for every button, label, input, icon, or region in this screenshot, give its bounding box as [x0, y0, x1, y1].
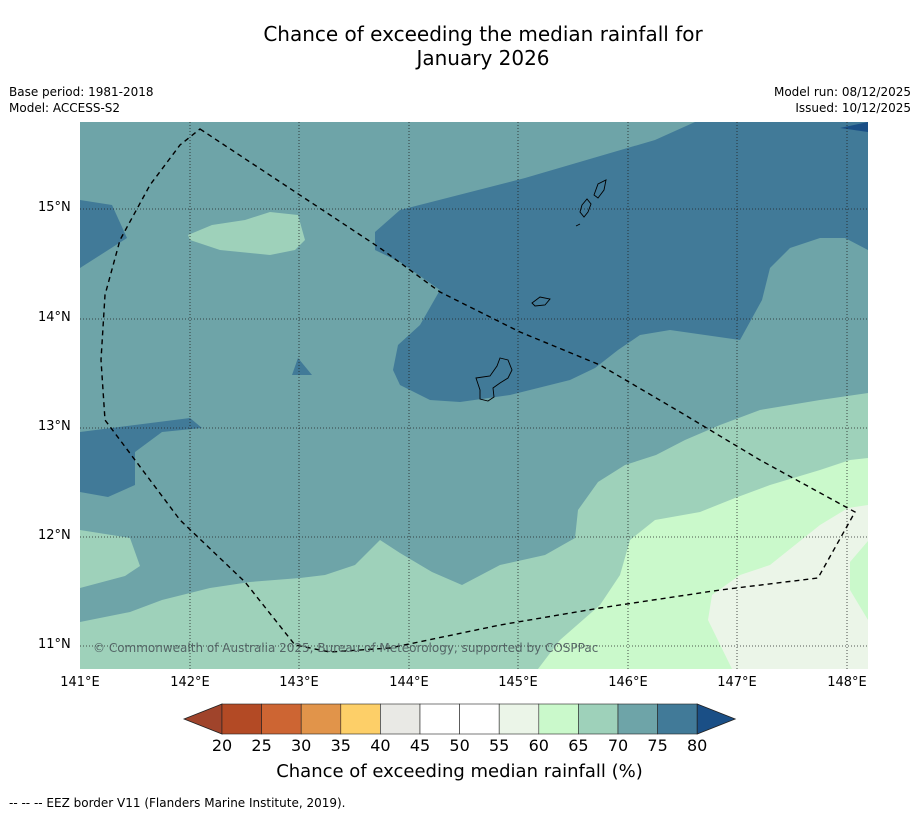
islands	[475, 179, 607, 402]
lat-label-12n: 12°N	[38, 528, 71, 543]
colorbar-swatch	[498, 703, 540, 735]
lon-label-148e: 148°E	[827, 675, 867, 690]
colorbar-swatch	[657, 703, 698, 735]
colorbar-tick-label: 40	[370, 736, 391, 755]
colorbar-tick-label: 30	[291, 736, 312, 755]
island-guam	[475, 357, 513, 402]
colorbar-over-arrow	[696, 703, 737, 735]
meta-right: Model run: 08/12/2025 Issued: 10/12/2025	[774, 84, 911, 116]
contour-75-80-southwest	[80, 418, 202, 497]
eez-footnote: -- -- -- EEZ border V11 (Flanders Marine…	[9, 796, 346, 810]
lat-label-11n: 11°N	[38, 637, 71, 652]
lon-label-141e: 141°E	[60, 675, 100, 690]
model-run-text: Model run: 08/12/2025	[773, 85, 911, 99]
island-rota	[531, 296, 551, 307]
lat-label-14n: 14°N	[38, 310, 71, 325]
colorbar-swatch	[380, 703, 421, 735]
contour-55-60	[708, 505, 868, 669]
contour-75-80-north	[375, 122, 868, 402]
map-title: Chance of exceeding the median rainfall …	[0, 22, 919, 70]
island-aguijan	[575, 223, 581, 227]
colorbar-swatch	[340, 703, 381, 735]
meta-left: Base period: 1981-2018 Model: ACCESS-S2	[9, 84, 154, 116]
colorbar-title: Chance of exceeding median rainfall (%)	[276, 761, 643, 782]
colorbar-swatch	[300, 703, 342, 735]
lat-label-15n: 15°N	[38, 200, 71, 215]
map-title-line2: January 2026	[416, 46, 550, 70]
copyright-watermark: © Commonwealth of Australia 2025, Bureau…	[93, 641, 599, 655]
colorbar-tick-label: 20	[211, 736, 233, 755]
island-saipan	[593, 179, 607, 199]
contour-65-70-blob	[188, 212, 305, 255]
lat-label-13n: 13°N	[38, 419, 71, 434]
lon-label-142e: 142°E	[170, 675, 210, 690]
contour-75-80-small	[292, 358, 312, 375]
lon-label-146e: 146°E	[608, 675, 648, 690]
contour-65-70-west	[80, 530, 140, 588]
colorbar-tick-label: 35	[330, 736, 351, 755]
map-title-line1: Chance of exceeding the median rainfall …	[263, 22, 703, 46]
model-text: Model: ACCESS-S2	[9, 101, 121, 115]
colorbar-tick-label: 65	[568, 736, 589, 755]
gridlines	[80, 122, 868, 669]
colorbar	[182, 703, 737, 735]
colorbar-tick-label: 55	[489, 736, 510, 755]
base-period-text: Base period: 1981-2018	[9, 85, 154, 99]
colorbar-swatch	[261, 703, 302, 735]
colorbar-tick-label: 25	[251, 736, 272, 755]
colorbar-swatch	[221, 703, 262, 735]
lon-label-144e: 144°E	[389, 675, 429, 690]
colorbar-tick-label: 50	[449, 736, 470, 755]
contour-75-80-west	[80, 200, 127, 268]
colorbar-swatch	[538, 703, 579, 735]
colorbar-tick-label: 80	[687, 736, 708, 755]
contour-75-80-corner	[840, 122, 868, 132]
lon-label-147e: 147°E	[717, 675, 757, 690]
issued-text: Issued: 10/12/2025	[795, 101, 911, 115]
eez-border	[100, 128, 856, 653]
colorbar-under-arrow	[182, 703, 223, 735]
colorbar-tick-label: 70	[607, 736, 629, 755]
lon-label-143e: 143°E	[279, 675, 319, 690]
colorbar-swatch	[419, 703, 460, 735]
colorbar-swatch	[617, 703, 658, 735]
lon-label-145e: 145°E	[498, 675, 538, 690]
colorbar-tick-label: 60	[528, 736, 549, 755]
colorbar-swatch	[459, 703, 500, 735]
colorbar-swatch	[578, 703, 619, 735]
rainfall-contours	[80, 122, 868, 669]
colorbar-tick-label: 45	[409, 736, 431, 755]
island-tinian	[579, 198, 592, 218]
colorbar-tick-label: 75	[647, 736, 668, 755]
